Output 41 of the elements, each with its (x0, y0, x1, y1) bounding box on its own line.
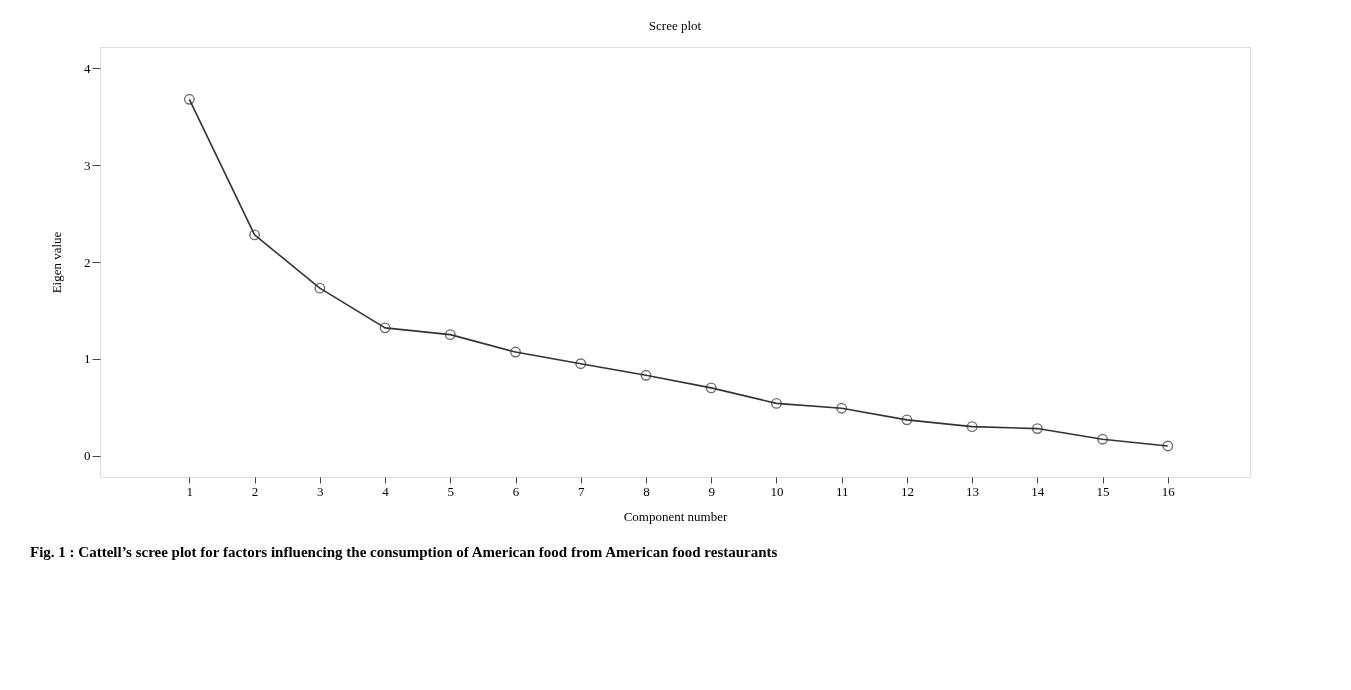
y-tick-label: 0 (84, 448, 91, 464)
x-tick-label: 12 (900, 483, 914, 499)
point (444, 329, 456, 341)
point (705, 382, 717, 394)
point (1162, 440, 1174, 452)
point (1031, 423, 1043, 435)
point (1097, 433, 1109, 445)
x-tick-label: 8 (643, 483, 650, 499)
x-tick-label: 16 (1161, 483, 1176, 499)
chart-title: Scree plot (648, 18, 702, 33)
caption: Fig. 1 : Cattell’s scree plot for factors influencing the consumption of American food from American food restaurants (30, 544, 778, 560)
point (575, 358, 587, 370)
x-tick-label: 6 (512, 483, 520, 499)
x-tick-label: 1 (186, 483, 194, 499)
point (314, 282, 326, 294)
x-tick-label: 15 (1096, 483, 1110, 499)
y-tick-label: 1 (84, 351, 91, 367)
x-tick-label: 2 (251, 483, 259, 499)
point (249, 229, 261, 241)
point (510, 346, 521, 358)
point (379, 322, 391, 334)
x-tick-label: 3 (317, 483, 324, 499)
x-axis-title: Component number (623, 508, 728, 524)
point (836, 402, 848, 414)
x-tick-label: 13 (966, 483, 980, 499)
y-tick-label: 4 (84, 60, 91, 76)
x-tick-label: 11 (835, 483, 849, 499)
y-tick-label: 3 (84, 157, 91, 173)
x-tick-label: 7 (577, 483, 585, 499)
y-axis-title: Eigen value (49, 231, 64, 294)
point (901, 414, 913, 426)
point (640, 369, 652, 381)
y-tick-label: 2 (84, 254, 91, 270)
x-tick-label: 4 (382, 483, 390, 499)
x-tick-label: 5 (447, 483, 455, 499)
x-tick-label: 9 (708, 483, 715, 499)
x-tick-label: 10 (770, 483, 784, 499)
x-tick-label: 14 (1031, 483, 1045, 499)
point (183, 93, 195, 105)
point (966, 421, 978, 433)
point (770, 397, 782, 409)
